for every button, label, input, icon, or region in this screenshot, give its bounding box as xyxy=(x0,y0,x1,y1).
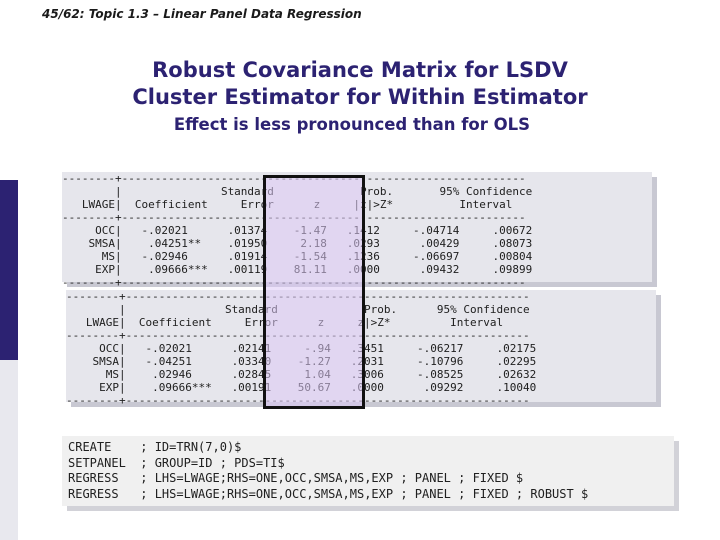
standard-error-highlight-box xyxy=(263,175,365,409)
slide-subtitle: Effect is less pronounced than for OLS xyxy=(173,115,531,134)
sidebar-accent-bar xyxy=(0,180,18,360)
command-line-setpanel: SETPANEL ; GROUP=ID ; PDS=TI$ xyxy=(68,455,285,470)
sidebar-top-decoration xyxy=(0,0,18,180)
slide-title-line-2: Cluster Estimator for Within Estimator xyxy=(132,85,588,109)
table1-line: | Standard Prob. 95% Confidence xyxy=(114,185,533,198)
command-code-block: CREATE ; ID=TRN(7,0)$ SETPANEL ; GROUP=I… xyxy=(62,436,674,506)
regression-table-1: --------+-------------------------------… xyxy=(62,172,652,289)
command-line-regress-fixed: REGRESS ; LHS=LWAGE;RHS=ONE,OCC,SMSA,MS,… xyxy=(68,471,524,485)
slide-title-line-1: Robust Covariance Matrix for LSDV xyxy=(152,58,568,82)
sidebar-bottom-decoration xyxy=(0,360,18,540)
slide-header-text: 45/62: Topic 1.3 – Linear Panel Data Reg… xyxy=(42,7,362,21)
command-line-regress-robust: REGRESS ; LHS=LWAGE;RHS=ONE,OCC,SMSA,MS,… xyxy=(68,486,589,501)
table2-row-exp: EXP| .09666*** .00191 50.67 .0000 .09292… xyxy=(99,381,537,394)
slide-header: 45/62: Topic 1.3 – Linear Panel Data Reg… xyxy=(18,0,720,30)
command-line-create: CREATE ; ID=TRN(7,0)$ xyxy=(68,440,242,454)
